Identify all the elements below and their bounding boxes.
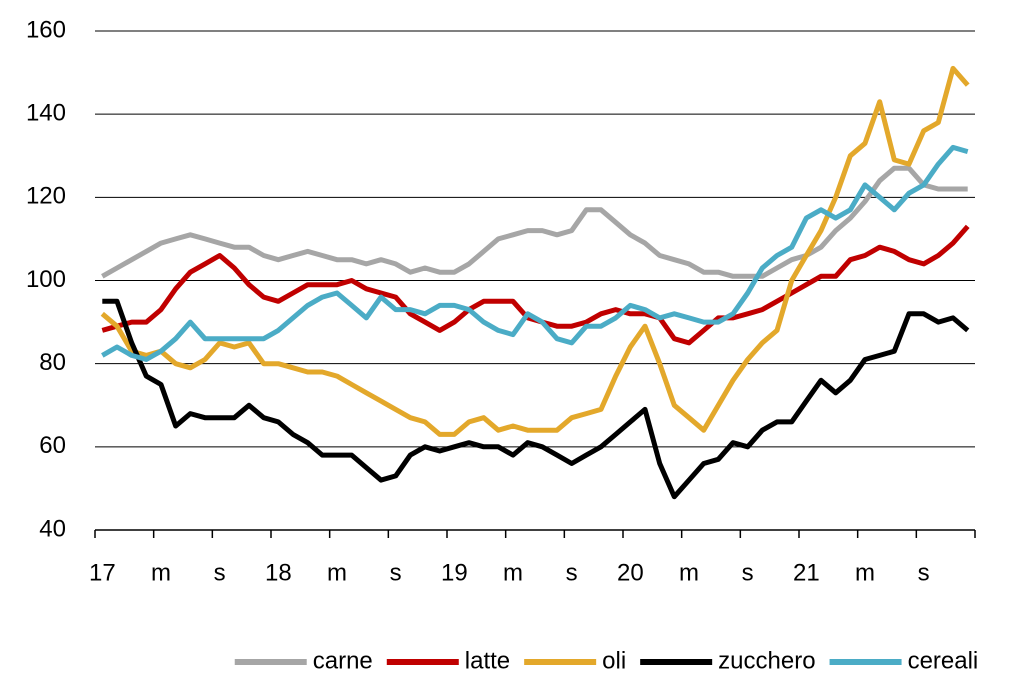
line-series — [101, 144, 969, 362]
y-tick-label: 80 — [39, 349, 66, 376]
legend-label: latte — [465, 647, 510, 674]
y-tick-label: 140 — [26, 100, 66, 127]
line-series — [101, 224, 970, 346]
line-series — [101, 165, 968, 279]
x-tick-label: m — [679, 559, 699, 586]
line-series — [102, 298, 970, 500]
x-tick-label: 19 — [441, 559, 468, 586]
x-tick-label: s — [566, 559, 578, 586]
legend-label: oli — [602, 647, 626, 674]
x-tick-label: m — [503, 559, 523, 586]
x-tick-label: s — [214, 559, 226, 586]
y-tick-label: 120 — [26, 183, 66, 210]
y-tick-label: 100 — [26, 266, 66, 293]
x-tick-label: s — [390, 559, 402, 586]
legend-label: zucchero — [718, 647, 815, 674]
x-tick-label: s — [742, 559, 754, 586]
line-series — [100, 65, 970, 437]
x-tick-label: 17 — [89, 559, 116, 586]
x-tick-label: m — [327, 559, 347, 586]
y-tick-label: 40 — [39, 515, 66, 542]
x-tick-label: m — [855, 559, 875, 586]
legend-label: cereali — [908, 647, 979, 674]
x-tick-label: 18 — [265, 559, 292, 586]
y-tick-label: 160 — [26, 16, 66, 43]
x-tick-label: s — [918, 559, 930, 586]
legend-label: carne — [313, 647, 373, 674]
x-tick-label: 21 — [793, 559, 820, 586]
x-tick-label: 20 — [617, 559, 644, 586]
x-tick-label: m — [151, 559, 171, 586]
y-tick-label: 60 — [39, 432, 66, 459]
